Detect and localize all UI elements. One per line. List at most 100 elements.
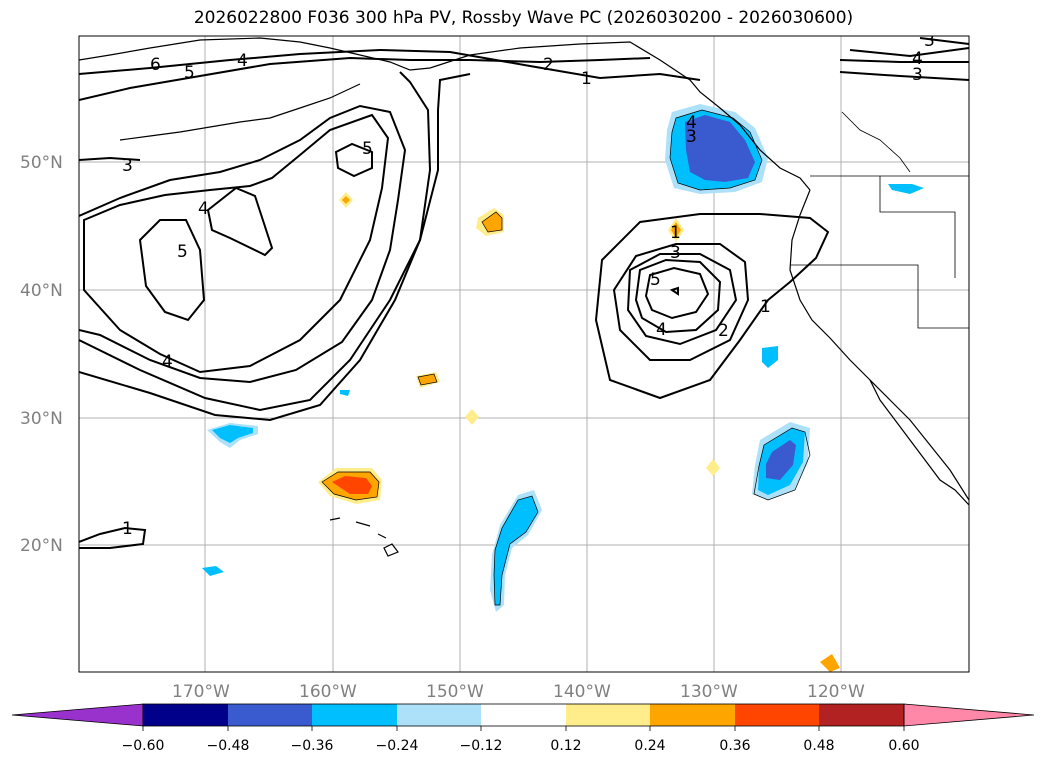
contour-label: 3 xyxy=(924,31,935,51)
map-background xyxy=(79,36,969,672)
anomaly-positive-small xyxy=(418,374,437,385)
colorbar-bin xyxy=(143,704,228,726)
contour-label: 4 xyxy=(686,113,697,133)
contour-label: 3 xyxy=(122,156,133,176)
contour-label: 5 xyxy=(362,139,373,159)
colorbar-ticks xyxy=(142,726,905,731)
contour-label: 3 xyxy=(670,243,681,263)
anomaly-baja-offshore xyxy=(766,440,796,480)
anomaly-positive-small xyxy=(671,222,681,238)
contour-labels: 6 5 4 2 1 3 4 3 3 5 4 5 4 1 3 5 4 2 1 1 … xyxy=(122,31,935,539)
lon-label: 140°W xyxy=(553,682,611,702)
anomaly-outlines xyxy=(321,109,811,606)
contour-mid-west-trough xyxy=(79,71,432,422)
lat-label: 50°N xyxy=(20,153,63,173)
anomaly-west-pacific xyxy=(212,425,253,443)
anomaly-positive-hawaii xyxy=(332,476,372,494)
contour-east-1 xyxy=(839,59,969,63)
colorbar-bin xyxy=(650,704,735,726)
alaska-coast xyxy=(79,37,811,191)
colorbar-bin xyxy=(481,704,566,726)
baja-california xyxy=(869,379,969,506)
contour-label: 4 xyxy=(912,49,923,69)
contour-label: 1 xyxy=(760,297,771,317)
anomaly-positive-small xyxy=(465,409,479,425)
lat-label: 30°N xyxy=(20,409,63,429)
anomaly-gulf-of-alaska xyxy=(685,115,755,182)
contour-label: 3 xyxy=(912,65,923,85)
colorbar-tick-label: 0.48 xyxy=(803,738,834,754)
colorbar-tick-label: −0.24 xyxy=(376,738,419,754)
contour-label: 5 xyxy=(177,242,188,262)
contour-label: 5 xyxy=(650,270,661,290)
west-coast-north-america xyxy=(789,189,969,501)
contour-label: 1 xyxy=(122,519,133,539)
colorbar-tick-label: 0.24 xyxy=(634,738,665,754)
colorbar-bin xyxy=(312,704,397,726)
cutoff-low-1 xyxy=(594,213,830,400)
contour-label: 1 xyxy=(581,69,592,89)
colorbar-tick-label: −0.60 xyxy=(122,738,165,754)
lon-label: 150°W xyxy=(426,682,484,702)
contour-west-trough-5 xyxy=(138,219,206,322)
hawaii-islands xyxy=(329,517,399,557)
contour-3-west xyxy=(79,156,141,161)
lon-label: 120°W xyxy=(807,682,865,702)
colorbar-over-arrow xyxy=(903,703,1035,727)
lon-label: 170°W xyxy=(172,682,230,702)
colorbar-bin xyxy=(228,704,312,726)
contour-closed-5 xyxy=(334,142,373,178)
lat-label: 20°N xyxy=(20,536,63,556)
colorbar-bin xyxy=(397,704,481,726)
contour-label: 4 xyxy=(237,51,248,71)
latitude-labels: 50°N 40°N 30°N 20°N xyxy=(20,153,63,556)
anomaly-near-hawaii-west xyxy=(202,566,224,576)
colorbar-bin xyxy=(819,704,904,726)
colorbar-border xyxy=(142,703,905,727)
contour-label: 2 xyxy=(543,55,554,75)
colorbar-tick-label: 0.12 xyxy=(550,738,581,754)
contour-label: 1 xyxy=(670,223,681,243)
contour-label: 4 xyxy=(656,320,667,340)
contour-inner-west-trough xyxy=(79,104,407,384)
contour-west-trough-4-small xyxy=(206,186,274,257)
anomaly-small-blue xyxy=(340,390,350,396)
lat-label: 40°N xyxy=(20,281,63,301)
contour-1-southwest xyxy=(79,526,147,549)
cutoff-low-2 xyxy=(612,243,750,361)
contour-label: 2 xyxy=(718,321,729,341)
anomaly-oregon-inland xyxy=(888,184,924,194)
contour-east-4 xyxy=(849,47,969,58)
political-borders xyxy=(790,111,969,329)
coastlines xyxy=(79,37,969,557)
lon-label: 160°W xyxy=(299,682,357,702)
anomaly-positive-north xyxy=(482,212,502,232)
cutoff-low-3 xyxy=(626,253,738,346)
contour-label: 4 xyxy=(162,352,173,372)
contour-outer-west-trough xyxy=(79,73,471,412)
contour-label: 5 xyxy=(184,63,195,83)
shaded-anomalies xyxy=(202,104,924,672)
map-frame xyxy=(78,35,970,673)
contour-east-3 xyxy=(839,71,969,81)
cutoff-low-4 xyxy=(634,258,722,334)
colorbar-tick-label: 0.36 xyxy=(719,738,750,754)
cutoff-low-5 xyxy=(644,266,710,320)
anomaly-positive-small xyxy=(342,196,350,204)
contour-east-5 xyxy=(919,37,969,45)
colorbar: −0.60 −0.48 −0.36 −0.24 −0.12 0.12 0.24 … xyxy=(11,703,1035,754)
colorbar-tick-label: −0.12 xyxy=(460,738,503,754)
longitude-labels: 170°W 160°W 150°W 140°W 130°W 120°W xyxy=(172,682,865,702)
cutoff-low-center xyxy=(669,286,679,296)
colorbar-tick-label: 0.60 xyxy=(888,738,919,754)
colorbar-bin xyxy=(566,704,650,726)
contour-west-trough-4 xyxy=(83,113,390,374)
contour-2-north xyxy=(79,56,651,101)
contour-label: 6 xyxy=(150,55,161,75)
anomaly-north-baja xyxy=(762,346,778,368)
aleutian-islands xyxy=(119,83,361,141)
contour-label: 4 xyxy=(198,199,209,219)
colorbar-under-arrow xyxy=(11,703,144,727)
anomaly-positive-small xyxy=(820,654,840,672)
